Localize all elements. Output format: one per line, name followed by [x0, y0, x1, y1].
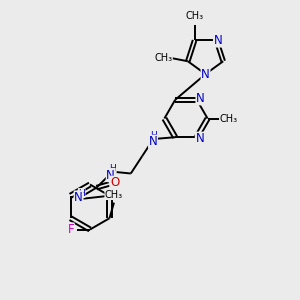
Text: O: O	[110, 176, 119, 189]
Text: N: N	[196, 92, 205, 105]
Text: CH₃: CH₃	[220, 113, 238, 124]
Text: H: H	[78, 188, 85, 197]
Text: H: H	[110, 164, 116, 173]
Text: H: H	[150, 130, 157, 140]
Text: CH₃: CH₃	[154, 52, 172, 63]
Text: N: N	[106, 169, 115, 182]
Text: N: N	[195, 132, 204, 145]
Text: N: N	[201, 68, 210, 81]
Text: N: N	[214, 34, 222, 47]
Text: CH₃: CH₃	[185, 11, 204, 22]
Text: N: N	[148, 135, 158, 148]
Text: N: N	[74, 191, 83, 204]
Text: F: F	[68, 223, 74, 236]
Text: CH₃: CH₃	[105, 190, 123, 200]
